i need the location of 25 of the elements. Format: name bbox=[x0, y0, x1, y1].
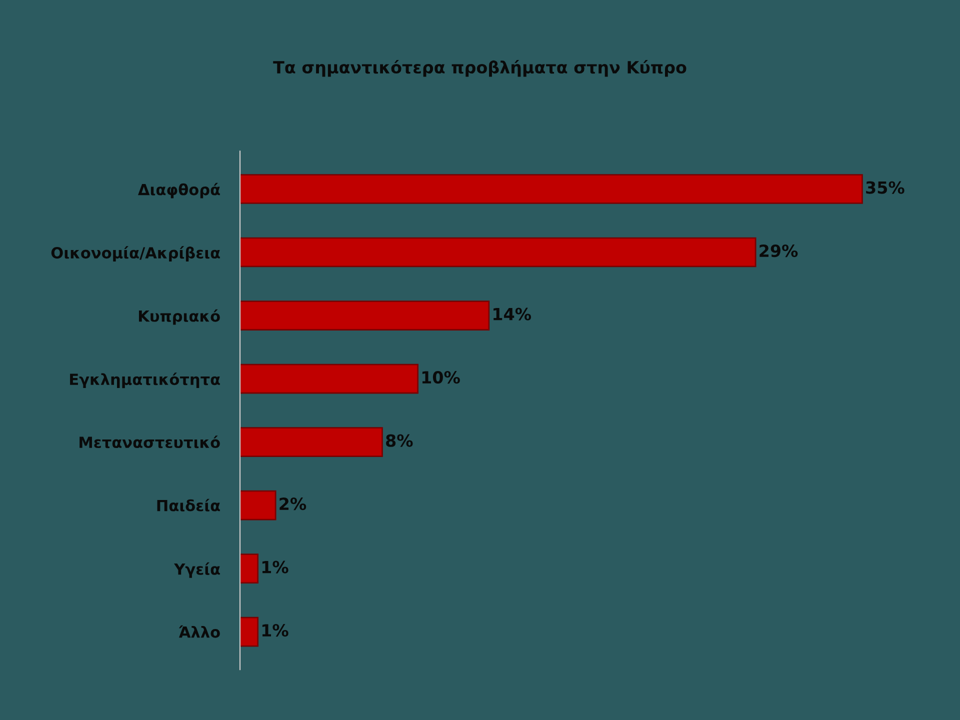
y-tick-label: Διαφθορά bbox=[138, 182, 220, 198]
data-label: 35% bbox=[866, 181, 904, 194]
data-label: 1% bbox=[262, 624, 288, 637]
y-tick-label: Άλλο bbox=[178, 625, 220, 638]
data-label: 29% bbox=[760, 244, 798, 258]
y-tick-label: Υγεία bbox=[174, 562, 220, 578]
data-label: 1% bbox=[262, 560, 288, 574]
bar bbox=[240, 554, 258, 584]
data-label: 14% bbox=[494, 308, 532, 320]
bar bbox=[240, 616, 258, 647]
bar bbox=[240, 300, 490, 330]
bar bbox=[240, 237, 756, 268]
y-tick-label: Εγκληματικότητα bbox=[70, 372, 220, 388]
y-tick-label: Οικονομία/Ακρίβεια bbox=[51, 246, 220, 262]
y-tick-label: Κυπριακό bbox=[138, 309, 220, 325]
data-label: 10% bbox=[422, 371, 460, 384]
data-label: 8% bbox=[386, 434, 413, 447]
y-tick-label: Μεταναστευτικό bbox=[80, 436, 220, 448]
bar bbox=[240, 174, 863, 204]
data-label: 2% bbox=[280, 498, 306, 510]
bar bbox=[240, 364, 418, 394]
y-tick-label: Παιδεία bbox=[157, 498, 220, 512]
bar bbox=[240, 490, 276, 520]
chart-title: Τα σημαντικότερα προβλήματα στην Κύπρο bbox=[273, 60, 686, 77]
bar bbox=[240, 427, 383, 457]
